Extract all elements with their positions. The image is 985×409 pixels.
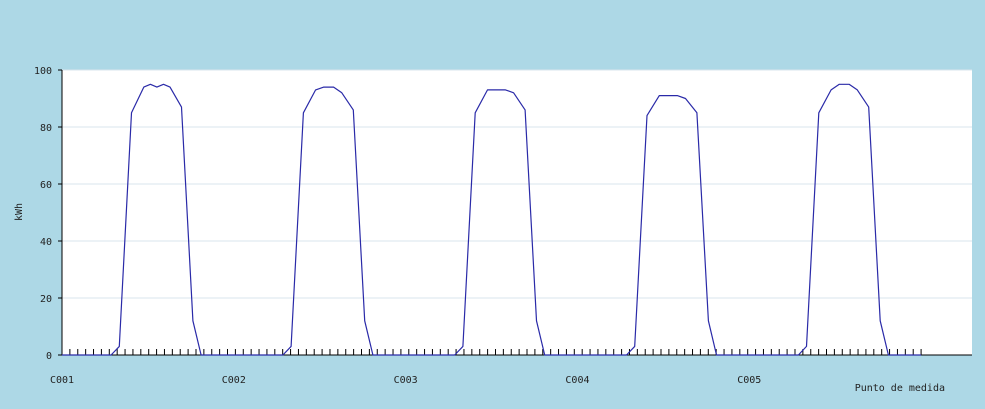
y-tick-label-20: 20 xyxy=(40,294,52,305)
y-tick-label-100: 100 xyxy=(34,66,52,77)
x-tick-label-c002: C002 xyxy=(222,375,246,386)
x-tick-label-c001: C001 xyxy=(50,375,74,386)
y-axis-ticks: 0 20 40 60 80 100 xyxy=(34,66,62,362)
x-tick-label-c004: C004 xyxy=(565,375,589,386)
plot-area xyxy=(62,70,972,355)
y-tick-label-80: 80 xyxy=(40,123,52,134)
y-axis-title: kWh xyxy=(14,203,25,221)
y-tick-label-40: 40 xyxy=(40,237,52,248)
x-tick-label-c003: C003 xyxy=(394,375,418,386)
series-line-0 xyxy=(62,83,922,356)
x-axis-ticks xyxy=(61,349,922,355)
gridlines xyxy=(62,69,972,299)
y-tick-label-0: 0 xyxy=(46,351,52,362)
series-layer xyxy=(62,83,922,356)
x-axis-title: Punto de medida xyxy=(855,383,945,394)
x-tick-label-c005: C005 xyxy=(737,375,761,386)
x-axis-labels: C001 C002 C003 C004 C005 xyxy=(50,375,761,386)
y-tick-label-60: 60 xyxy=(40,180,52,191)
